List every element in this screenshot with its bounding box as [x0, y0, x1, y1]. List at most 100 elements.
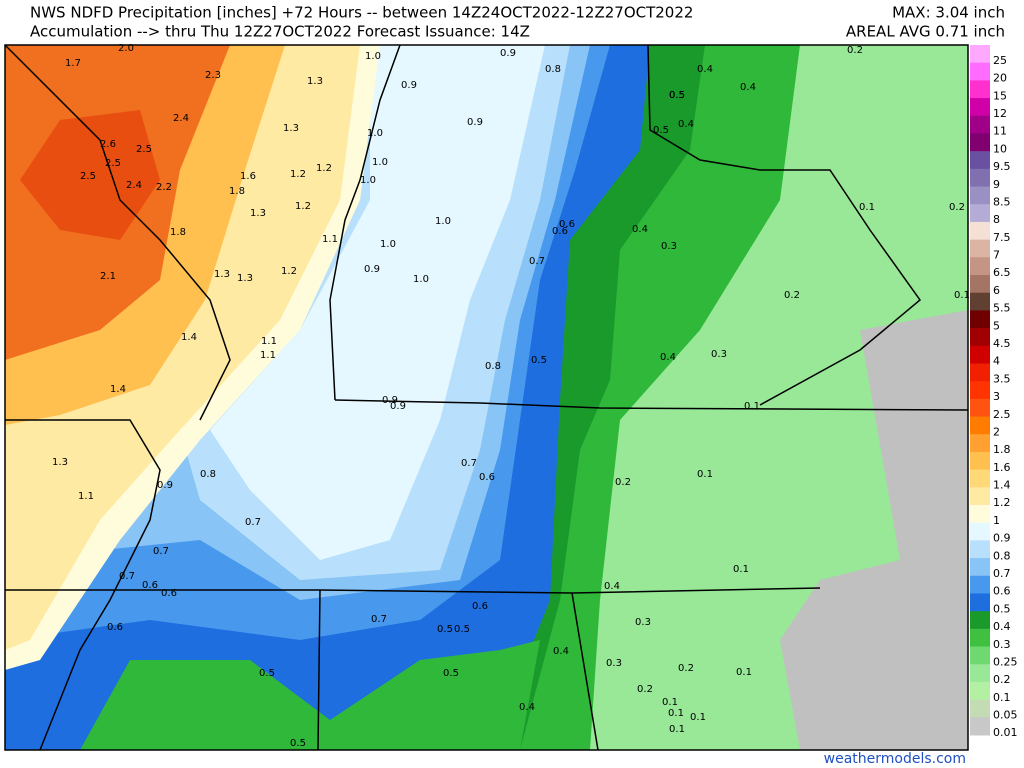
map-label: 0.1 — [669, 724, 685, 735]
legend-swatch — [970, 363, 990, 382]
legend-swatch — [970, 381, 990, 400]
map-label: 0.8 — [545, 64, 561, 75]
map-label: 2.5 — [136, 144, 152, 155]
legend-label: 1.4 — [993, 479, 1011, 492]
map-label: 0.1 — [733, 564, 749, 575]
map-label: 1.0 — [413, 274, 429, 285]
legend-swatch — [970, 221, 990, 241]
legend-label: 0.25 — [993, 655, 1018, 668]
map-label: 0.4 — [660, 352, 676, 363]
legend-label: 0.6 — [993, 585, 1011, 598]
legend-swatch — [970, 522, 990, 541]
legend-swatch — [970, 275, 990, 294]
legend-swatch — [970, 434, 990, 453]
legend-swatch — [970, 239, 990, 258]
legend-swatch — [970, 133, 990, 152]
map-label: 0.4 — [519, 702, 535, 713]
map-label: 0.5 — [443, 668, 459, 679]
legend-label: 0.2 — [993, 673, 1011, 686]
legend-label: 25 — [993, 54, 1007, 67]
legend-label: 4 — [993, 355, 1000, 368]
legend-label: 11 — [993, 125, 1007, 138]
map-label: 0.9 — [382, 395, 398, 406]
legend-label: 0.5 — [993, 602, 1011, 615]
map-label: 0.5 — [669, 90, 685, 101]
legend-swatch — [970, 80, 990, 99]
map-label: 0.1 — [744, 401, 760, 412]
map-label: 0.5 — [290, 738, 306, 749]
legend-swatch — [970, 469, 990, 488]
legend-swatch — [970, 664, 990, 683]
map-label: 0.3 — [711, 349, 727, 360]
map-label: 2.5 — [80, 171, 96, 182]
legend-swatch — [970, 487, 990, 506]
river — [329, 44, 401, 401]
map-label: 0.5 — [454, 624, 470, 635]
legend-label: 6 — [993, 284, 1000, 297]
map-label: 0.6 — [107, 622, 123, 633]
legend-swatch — [970, 593, 990, 612]
map-label: 0.2 — [615, 477, 631, 488]
map-label: 0.1 — [736, 667, 752, 678]
legend-label: 5.5 — [993, 302, 1011, 315]
legend-label: 8.5 — [993, 195, 1011, 208]
footer: weathermodels.com — [824, 751, 966, 767]
map-label: 1.2 — [316, 163, 332, 174]
map-label: 0.8 — [200, 469, 216, 480]
legend-label: 7 — [993, 249, 1000, 262]
legend-label: 7.5 — [993, 231, 1011, 244]
legend-label: 15 — [993, 89, 1007, 102]
map-label: 1.3 — [250, 208, 266, 219]
state-line — [5, 587, 821, 594]
map-label: 1.3 — [214, 269, 230, 280]
map-label: 1.0 — [365, 51, 381, 62]
map-label: 0.7 — [245, 517, 261, 528]
map-label: 0.4 — [697, 64, 713, 75]
map-label: 0.1 — [662, 697, 678, 708]
shade — [20, 110, 160, 240]
legend-swatch — [970, 628, 990, 648]
map-label: 0.6 — [142, 580, 158, 591]
map-label: 1.8 — [229, 186, 245, 197]
map-frame — [4, 44, 969, 751]
map-label: 0.3 — [606, 658, 622, 669]
map-label: 0.6 — [479, 472, 495, 483]
map-label: 0.9 — [467, 117, 483, 128]
map-label: 0.2 — [847, 45, 863, 56]
borders — [4, 44, 969, 751]
legend-label: 9 — [993, 178, 1000, 191]
legend-label: 5 — [993, 319, 1000, 332]
map-label: 1.1 — [261, 336, 277, 347]
map-label: 1.4 — [110, 384, 126, 395]
map-label: 0.3 — [635, 617, 651, 628]
shade — [780, 310, 968, 750]
legend-label: 0.1 — [993, 691, 1011, 704]
map-label: 0.7 — [371, 614, 387, 625]
legend-swatch — [970, 62, 990, 81]
map-label: 1.3 — [283, 123, 299, 134]
map-label: 1.1 — [78, 491, 94, 502]
map-label: 2.4 — [126, 180, 142, 191]
map-label: 1.0 — [372, 157, 388, 168]
map-label: 0.6 — [559, 219, 575, 230]
legend-label: 1.8 — [993, 443, 1011, 456]
map-label: 0.6 — [552, 226, 568, 237]
legend-label: 0.4 — [993, 620, 1011, 633]
map-label: 1.3 — [237, 273, 253, 284]
legend-swatch — [970, 45, 990, 64]
map-label: 0.2 — [637, 684, 653, 695]
state-line — [334, 399, 969, 411]
map-label: 0.5 — [437, 624, 453, 635]
map-label: 0.4 — [553, 646, 569, 657]
map-label: 0.1 — [954, 290, 970, 301]
map-label: 0.7 — [119, 571, 135, 582]
legend-label: 10 — [993, 142, 1007, 155]
map-label: 0.8 — [485, 361, 501, 372]
legend-swatch — [970, 699, 990, 718]
legend-swatch — [970, 292, 990, 311]
map-label: 2.3 — [205, 70, 221, 81]
map-label: 0.1 — [690, 712, 706, 723]
legend-swatch — [970, 575, 990, 594]
state-line — [647, 44, 922, 406]
map-label: 0.7 — [461, 458, 477, 469]
